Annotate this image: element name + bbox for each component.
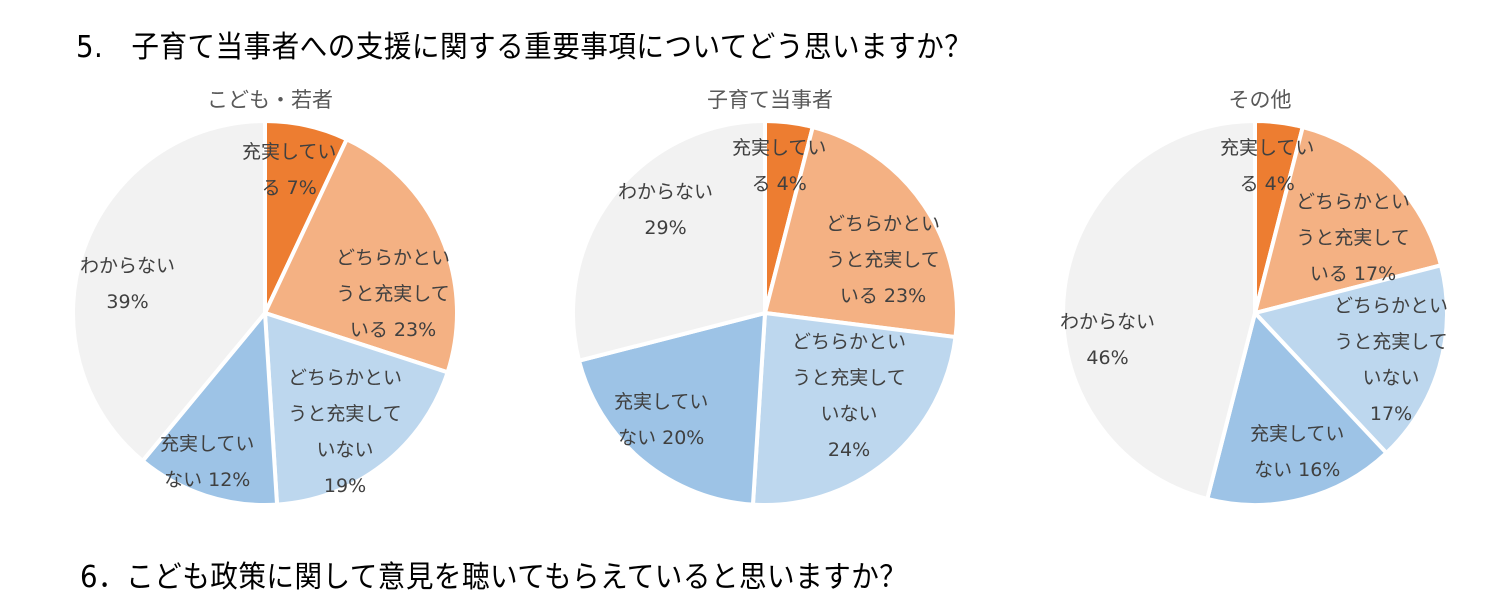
slice-fujitsu <box>140 311 280 507</box>
slice-dochira-jujitsu <box>763 125 959 340</box>
slice-label-fujitsu: 充実してい ない 20% <box>614 391 709 449</box>
slice-wakaranai <box>1061 119 1257 501</box>
slice-wakaranai <box>571 119 767 363</box>
slice-label-jujitsu: 充実している 7% <box>242 141 337 199</box>
slice-dochira-fujitsu <box>263 311 450 507</box>
chart-title: 子育て当事者 <box>707 88 833 112</box>
pie-chart-kosodate-tojisha: 子育て当事者 充実している 4% どちらかとい うと充実して いる 23% どちらか… <box>560 80 980 520</box>
slice-label-wakaranai: わからない 29% <box>618 181 714 239</box>
slice-dochira-fujitsu <box>750 311 958 507</box>
pie-chart-kodomo-wakamono: こども・若者 充実している 7% どちらかとい うと充実して いる 23% どちらか… <box>60 80 480 520</box>
slice-label-dochira-jujitsu: どちらかとい うと充実して いる 23% <box>826 213 941 307</box>
pie-svg <box>1061 119 1449 507</box>
slice-dochira-jujitsu <box>263 137 459 375</box>
slice-fujitsu <box>1205 311 1389 507</box>
slice-wakaranai <box>71 119 267 463</box>
question-6-heading: 6．こども政策に関して意見を聴いてもらえていると思いますか？ <box>80 560 908 595</box>
question-5-heading: 5. 子育て当事者への支援に関する重要事項についてどう思いますか？ <box>76 30 973 65</box>
slice-label-dochira-fujitsu: どちらかとい うと充実して いない 17% <box>1334 295 1449 425</box>
slice-label-jujitsu: 充実している 4% <box>1220 137 1315 195</box>
slice-dochira-jujitsu <box>1253 125 1443 315</box>
slice-label-fujitsu: 充実してい ない 12% <box>160 433 255 491</box>
slice-label-wakaranai: わからない 46% <box>1060 311 1156 369</box>
slice-label-dochira-fujitsu: どちらかとい うと充実して いない 19% <box>288 367 403 497</box>
slice-label-jujitsu: 充実している 4% <box>732 137 827 195</box>
slice-dochira-fujitsu <box>1253 263 1449 455</box>
pie-svg <box>71 119 459 507</box>
pie-svg <box>571 119 959 507</box>
slice-label-fujitsu: 充実してい ない 16% <box>1250 423 1345 481</box>
slice-fujitsu <box>577 311 767 507</box>
pie-chart-sonota: その他 充実している 4% どちらかとい うと充実して いる 17% どちらかという… <box>1050 80 1470 520</box>
chart-title: その他 <box>1228 88 1292 112</box>
slice-label-dochira-jujitsu: どちらかとい うと充実して いる 17% <box>1296 191 1411 285</box>
slice-label-dochira-fujitsu: どちらかとい うと充実して いない 24% <box>792 331 907 461</box>
slice-label-dochira-jujitsu: どちらかとい うと充実して いる 23% <box>336 247 451 341</box>
slice-label-wakaranai: わからない 39% <box>80 255 176 313</box>
chart-title: こども・若者 <box>207 88 333 112</box>
